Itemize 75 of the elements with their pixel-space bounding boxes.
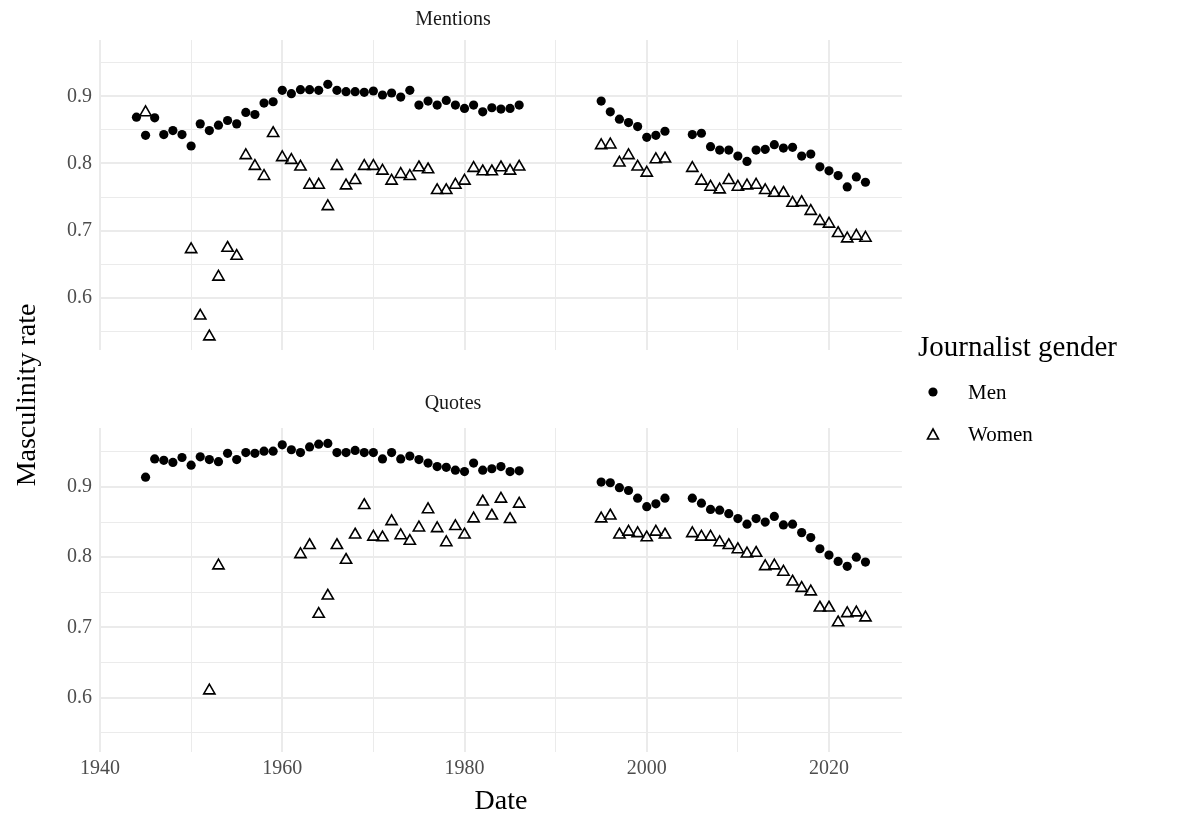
point [695, 529, 708, 541]
point [503, 511, 517, 524]
point [795, 580, 809, 593]
y-tick-label: 0.7 [67, 614, 92, 637]
y-tick-label: 0.9 [67, 83, 92, 106]
x-tick-label: 1980 [444, 755, 485, 778]
point [512, 496, 526, 508]
legend-label: Men [968, 379, 1007, 405]
point [412, 520, 426, 532]
point [603, 508, 617, 520]
point [831, 615, 845, 627]
point [458, 527, 471, 539]
point [804, 584, 818, 596]
point [339, 552, 353, 565]
y-tick-label: 0.8 [67, 150, 92, 173]
point [640, 530, 654, 542]
x-tick-label: 1960 [262, 755, 303, 778]
point [430, 521, 444, 533]
point [385, 514, 399, 526]
point [357, 497, 371, 510]
point [758, 559, 772, 571]
point [366, 529, 380, 541]
point [448, 519, 462, 531]
y-tick-label: 0.6 [67, 684, 92, 707]
y-tick-label: 0.6 [67, 284, 92, 307]
point [476, 494, 490, 506]
x-tick-label: 2020 [809, 755, 849, 778]
point [303, 537, 317, 550]
point [840, 606, 854, 618]
point [649, 524, 663, 536]
point [394, 528, 408, 540]
point [330, 537, 344, 550]
point [813, 600, 827, 612]
point [321, 588, 335, 600]
y-tick-label: 0.9 [67, 474, 92, 497]
point [704, 529, 717, 541]
point [658, 527, 672, 539]
point [859, 610, 872, 622]
point [767, 558, 781, 570]
point [202, 683, 216, 695]
point [722, 537, 736, 550]
point [312, 606, 326, 619]
y-axis-title: Masculinity rate [10, 303, 42, 487]
x-tick-label: 2000 [626, 755, 667, 778]
point [439, 535, 453, 547]
point [740, 546, 754, 558]
chart-title: Mentions [415, 7, 491, 30]
point [786, 574, 799, 586]
point [294, 547, 307, 559]
point [849, 605, 863, 617]
point [631, 526, 645, 538]
point [685, 526, 699, 538]
point [376, 530, 389, 542]
point [348, 527, 362, 539]
point [467, 511, 481, 523]
point [403, 533, 417, 546]
legend-label: Women [968, 421, 1033, 447]
legend-title: Journalist gender [918, 330, 1117, 363]
point [212, 558, 225, 570]
point [485, 508, 499, 520]
x-axis-title: Date [474, 783, 528, 815]
x-tick-label: 1940 [80, 755, 120, 778]
point [713, 535, 727, 547]
point [749, 545, 763, 558]
point [594, 511, 608, 523]
chart-title: Quotes [424, 391, 482, 414]
point [494, 491, 508, 503]
point [822, 600, 836, 612]
point [777, 564, 790, 576]
y-tick-label: 0.7 [67, 217, 92, 240]
point [421, 502, 435, 514]
y-tick-label: 0.8 [67, 544, 92, 567]
point [622, 524, 635, 536]
point [731, 542, 745, 554]
point [612, 527, 626, 539]
